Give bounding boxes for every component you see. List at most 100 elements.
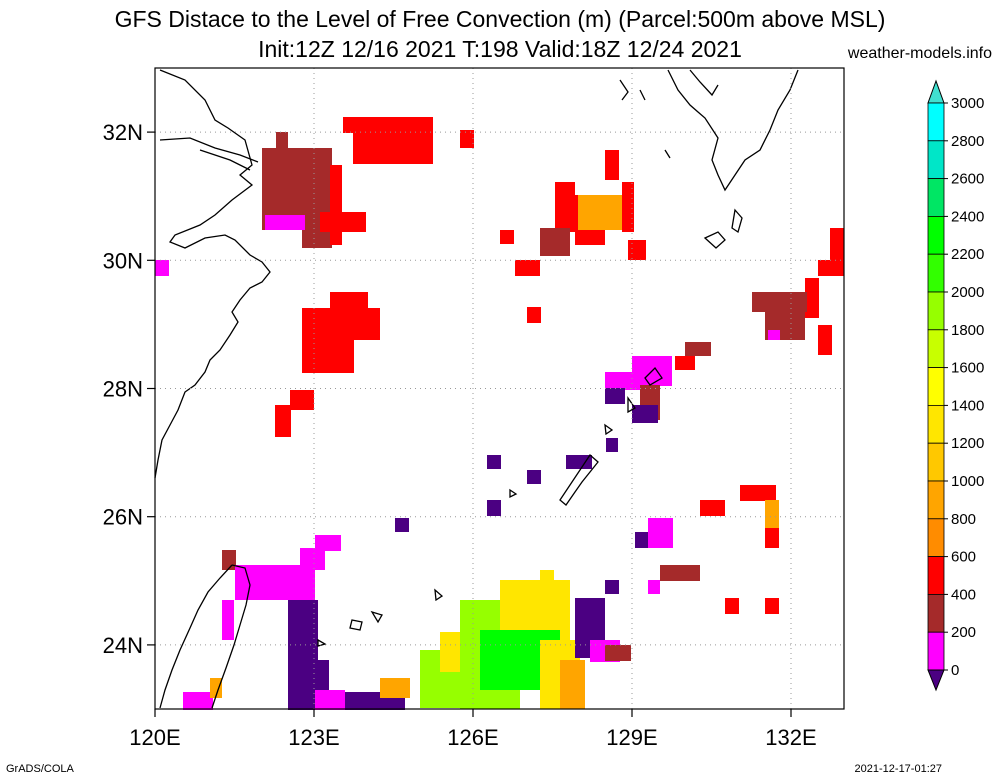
- lfc-shaded-cell: [685, 342, 711, 356]
- colorbar-label: 800: [951, 511, 976, 528]
- lfc-shaded-cell: [302, 308, 380, 340]
- lfc-shaded-cell: [407, 117, 429, 131]
- lfc-shaded-cell: [183, 692, 213, 710]
- coastline-yakushima: [703, 208, 743, 249]
- colorbar-box: [927, 253, 945, 293]
- colorbar-label: 400: [951, 586, 976, 603]
- colorbar-label: 1600: [951, 360, 984, 377]
- lat-tick-label: 32N: [103, 120, 143, 145]
- lfc-shaded-cell: [606, 438, 618, 452]
- lfc-shaded-cell: [487, 455, 501, 469]
- colorbar-label: 600: [951, 549, 976, 566]
- colorbar-box: [927, 442, 945, 482]
- lfc-shaded-cell: [222, 550, 236, 570]
- lfc-shaded-cell: [275, 405, 291, 437]
- lfc-shaded-cell: [262, 148, 302, 180]
- colorbar-label: 1000: [951, 473, 984, 490]
- colorbar-box: [927, 518, 945, 557]
- lon-tick-label: 126E: [447, 725, 498, 750]
- colorbar-box: [927, 291, 945, 331]
- colorbar-box: [927, 140, 945, 180]
- lfc-shaded-cell: [635, 532, 649, 548]
- colorbar-box: [927, 178, 945, 217]
- lfc-shaded-cell: [566, 455, 592, 469]
- lfc-shaded-cell: [765, 598, 779, 614]
- lfc-shaded-cell: [578, 195, 628, 230]
- colorbar-label: 200: [951, 624, 976, 641]
- lfc-field-layer: [155, 117, 844, 710]
- colorbar-label: 3000: [951, 95, 984, 112]
- map-axes: 120E 123E 126E 129E 132E 24N 26N 28N 30N 32N: [103, 120, 817, 750]
- credit-label: weather-models.info: [847, 45, 992, 62]
- colorbar-box: [927, 215, 945, 255]
- colorbar-label: 1200: [951, 435, 984, 452]
- lfc-shaded-cell: [622, 182, 634, 232]
- lfc-shaded-cell: [222, 600, 234, 640]
- lfc-shaded-cell: [540, 570, 554, 600]
- lat-tick-label: 26N: [103, 505, 143, 530]
- colorbar-label: 2000: [951, 284, 984, 301]
- colorbar-label: 2400: [951, 208, 984, 225]
- coastline-yangtze: [159, 137, 259, 171]
- lfc-shaded-cell: [765, 500, 779, 528]
- lfc-shaded-cell: [527, 470, 541, 484]
- colorbar-box: [927, 367, 945, 406]
- colorbar-box: [927, 631, 945, 671]
- colorbar-under-triangle: [927, 669, 945, 692]
- lfc-shaded-cell: [330, 165, 342, 245]
- lon-tick-label: 123E: [288, 725, 339, 750]
- colorbar-box: [927, 329, 945, 368]
- lfc-shaded-cell: [290, 390, 314, 410]
- lfc-shaded-cell: [605, 150, 619, 180]
- lfc-shaded-cell: [487, 500, 501, 516]
- lfc-shaded-cell: [555, 182, 575, 232]
- lfc-shaded-cell: [660, 565, 700, 581]
- lfc-shaded-cell: [380, 678, 410, 698]
- colorbar-label: 0: [951, 662, 959, 679]
- lfc-shaded-cell: [700, 500, 725, 516]
- lfc-shaded-cell: [675, 356, 695, 370]
- lfc-shaded-cell: [540, 228, 570, 256]
- lfc-shaded-cell: [330, 292, 368, 310]
- lfc-shaded-cell: [560, 660, 585, 709]
- lfc-shaded-cell: [605, 645, 631, 661]
- lfc-shaded-cell: [320, 212, 366, 232]
- lfc-shaded-cell: [315, 690, 345, 710]
- lfc-shaded-cell: [632, 405, 658, 423]
- lat-tick-label: 28N: [103, 377, 143, 402]
- coastline-okinawa: [559, 454, 599, 506]
- lfc-shaded-cell: [725, 598, 739, 614]
- lfc-shaded-cell: [768, 330, 780, 340]
- lfc-shaded-cell: [805, 278, 819, 318]
- lfc-shaded-cell: [155, 260, 169, 276]
- colorbar-box: [927, 480, 945, 520]
- lfc-shaded-cell: [300, 548, 325, 570]
- lfc-shaded-cell: [765, 528, 779, 548]
- colorbar-label: 1400: [951, 397, 984, 414]
- lfc-shaded-cell: [628, 240, 646, 260]
- lon-tick-label: 129E: [606, 725, 657, 750]
- colorbar-box: [927, 594, 945, 633]
- lfc-shaded-cell: [315, 535, 341, 551]
- coastline-china: [154, 69, 271, 479]
- lfc-shaded-cell: [235, 565, 315, 600]
- lfc-shaded-cell: [460, 130, 474, 148]
- chart-title-line2: Init:12Z 12/16 2021 T:198 Valid:18Z 12/2…: [258, 36, 742, 62]
- colorbar-label: 2800: [951, 133, 984, 150]
- lat-tick-label: 24N: [103, 633, 143, 658]
- colorbar: 0 200 400 600 800 1000 1200 1400 1600 1800 2000 220…: [927, 79, 984, 692]
- coastline-taiwan: [159, 564, 251, 709]
- lfc-shaded-cell: [605, 580, 619, 594]
- lfc-shaded-cell: [740, 485, 776, 501]
- coastline-yaeyama: [317, 610, 383, 647]
- colorbar-box: [927, 102, 945, 142]
- colorbar-label: 2200: [951, 246, 984, 263]
- footer-timestamp: 2021-12-17-01:27: [854, 763, 942, 775]
- colorbar-over-triangle: [927, 79, 945, 104]
- lfc-shaded-cell: [515, 260, 540, 276]
- lfc-shaded-cell: [276, 132, 288, 150]
- colorbar-label: 2600: [951, 171, 984, 188]
- coastline-kyushu: [667, 69, 799, 192]
- lfc-shaded-cell: [265, 215, 305, 230]
